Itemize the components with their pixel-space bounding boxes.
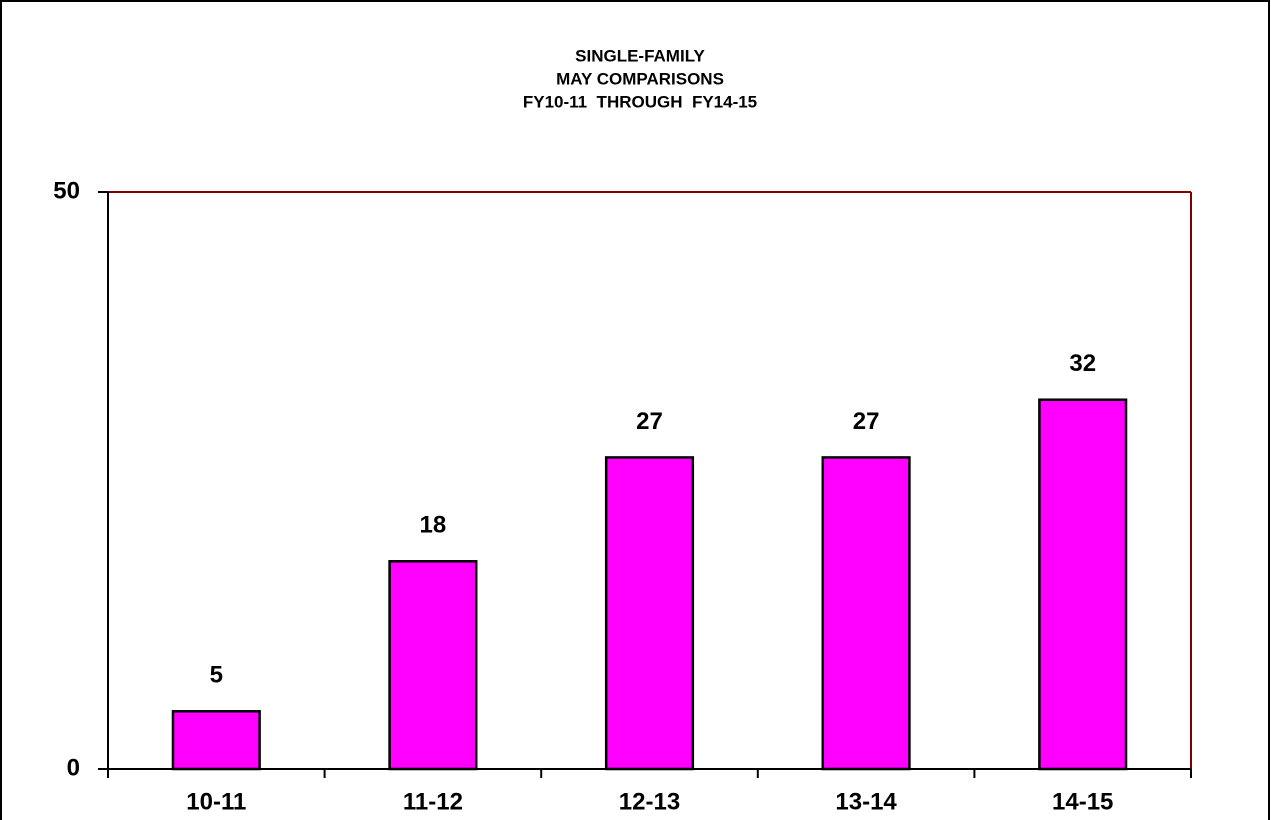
data-label: 18 [420,512,447,539]
bar [604,456,695,771]
data-label: 27 [636,408,663,435]
data-label: 27 [853,408,880,435]
bar [388,560,478,771]
y-tick-label: 50 [53,177,80,204]
chart-title: FY10-11 THROUGH FY14-15 [523,92,757,111]
chart-title: SINGLE-FAMILY [575,46,705,65]
x-tick-label: 10-11 [186,788,246,815]
bar [821,456,911,771]
bar [1038,398,1128,771]
x-tick-label: 13-14 [835,788,897,815]
chart-title: MAY COMPARISONS [556,69,724,88]
x-tick-label: 11-12 [403,788,463,815]
data-label: 5 [210,662,223,689]
x-tick-label: 14-15 [1052,788,1113,815]
data-label: 32 [1069,350,1096,377]
y-tick-label: 0 [67,754,80,781]
bar [171,710,261,771]
x-tick-label: 12-13 [619,788,680,815]
